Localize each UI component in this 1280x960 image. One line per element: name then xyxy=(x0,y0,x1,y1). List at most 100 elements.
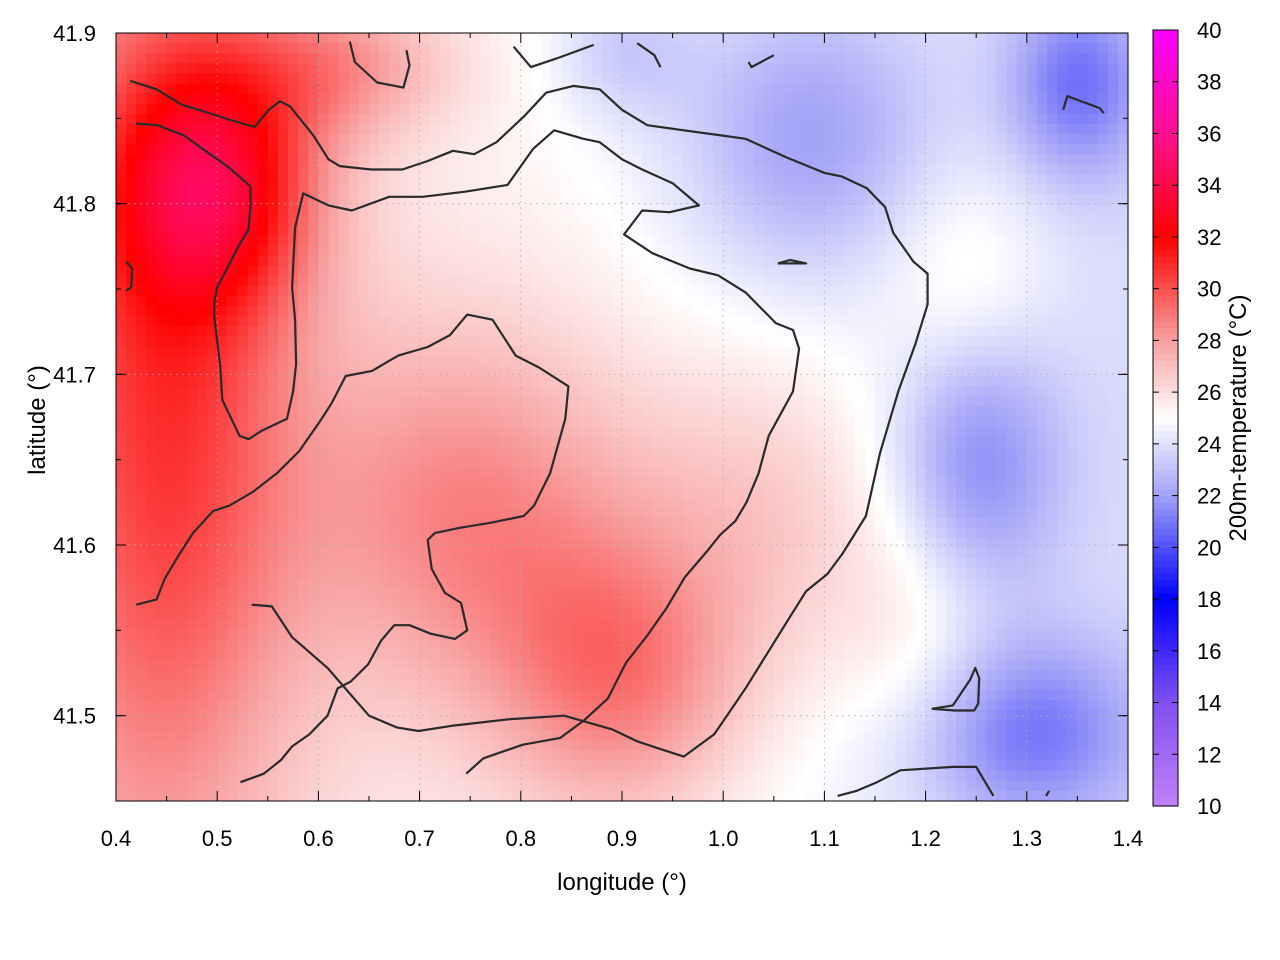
heatmap-cell xyxy=(318,447,330,459)
heatmap-cell xyxy=(409,275,421,287)
heatmap-cell xyxy=(905,326,917,337)
heatmap-cell xyxy=(652,346,664,357)
heatmap-cell xyxy=(905,83,917,95)
heatmap-cell xyxy=(763,235,775,246)
heatmap-cell xyxy=(783,113,795,125)
heatmap-cell xyxy=(308,275,319,287)
heatmap-cell xyxy=(864,53,876,64)
heatmap-cell xyxy=(966,346,977,357)
heatmap-cell xyxy=(966,528,977,539)
heatmap-cell xyxy=(824,447,836,459)
heatmap-cell xyxy=(723,194,734,206)
heatmap-cell xyxy=(288,346,299,357)
heatmap-cell xyxy=(186,406,198,418)
heatmap-cell xyxy=(1077,346,1089,357)
heatmap-cell xyxy=(530,225,542,236)
heatmap-cell xyxy=(1117,295,1128,307)
heatmap-cell xyxy=(470,406,481,418)
heatmap-cell xyxy=(186,467,198,479)
heatmap-cell xyxy=(743,396,755,408)
heatmap-cell xyxy=(642,366,653,378)
heatmap-cell xyxy=(520,53,532,64)
heatmap-cell xyxy=(804,305,815,317)
heatmap-cell xyxy=(955,528,967,539)
heatmap-cell xyxy=(864,366,876,378)
heatmap-cell xyxy=(348,225,360,236)
heatmap-cell xyxy=(955,93,967,105)
heatmap-cell xyxy=(834,396,846,408)
heatmap-cell xyxy=(136,93,147,105)
heatmap-cell xyxy=(702,255,714,267)
heatmap-cell xyxy=(490,194,502,206)
heatmap-cell xyxy=(935,356,947,368)
heatmap-cell xyxy=(966,93,977,105)
heatmap-cell xyxy=(500,437,512,448)
heatmap-cell xyxy=(116,225,127,236)
heatmap-cell xyxy=(834,123,846,135)
heatmap-cell xyxy=(783,83,795,95)
heatmap-cell xyxy=(864,326,876,337)
heatmap-cell xyxy=(116,417,127,428)
heatmap-cell xyxy=(966,497,977,509)
heatmap-cell xyxy=(490,103,502,115)
heatmap-cell xyxy=(490,33,502,44)
heatmap-cell xyxy=(672,214,684,226)
heatmap-cell xyxy=(571,285,583,297)
heatmap-cell xyxy=(702,497,714,509)
heatmap-cell xyxy=(389,144,400,155)
heatmap-cell xyxy=(1016,113,1028,125)
heatmap-cell xyxy=(875,184,886,196)
heatmap-cell xyxy=(854,285,866,297)
heatmap-cell xyxy=(530,417,542,428)
heatmap-cell xyxy=(571,305,583,317)
heatmap-cell xyxy=(369,275,380,287)
heatmap-cell xyxy=(824,477,836,489)
heatmap-cell xyxy=(561,174,572,186)
heatmap-cell xyxy=(753,305,765,317)
heatmap-cell xyxy=(824,144,836,155)
heatmap-cell xyxy=(864,427,876,438)
heatmap-cell xyxy=(622,518,633,529)
heatmap-cell xyxy=(662,376,674,388)
heatmap-cell xyxy=(783,245,795,256)
heatmap-cell xyxy=(500,154,512,165)
heatmap-cell xyxy=(227,53,239,64)
heatmap-cell xyxy=(126,134,137,145)
heatmap-cell xyxy=(713,305,724,317)
heatmap-cell xyxy=(156,477,168,489)
heatmap-cell xyxy=(136,204,147,216)
heatmap-cell xyxy=(429,123,441,135)
heatmap-cell xyxy=(348,103,360,115)
heatmap-cell xyxy=(196,43,208,54)
heatmap-cell xyxy=(642,406,653,418)
heatmap-cell xyxy=(551,33,562,44)
heatmap-cell xyxy=(146,43,158,54)
heatmap-cell xyxy=(520,255,532,267)
heatmap-cell xyxy=(682,396,694,408)
heatmap-cell xyxy=(429,447,441,459)
heatmap-cell xyxy=(611,204,623,216)
heatmap-cell xyxy=(500,103,512,115)
heatmap-cell xyxy=(257,467,269,479)
heatmap-cell xyxy=(875,174,886,186)
heatmap-cell xyxy=(682,144,694,155)
heatmap-cell xyxy=(186,154,198,165)
heatmap-cell xyxy=(662,113,674,125)
heatmap-cell xyxy=(905,204,917,216)
heatmap-cell xyxy=(1036,235,1048,246)
heatmap-cell xyxy=(783,174,795,186)
heatmap-cell xyxy=(561,245,572,256)
heatmap-cell xyxy=(682,528,694,539)
heatmap-cell xyxy=(1097,144,1109,155)
heatmap-cell xyxy=(915,417,927,428)
heatmap-cell xyxy=(611,103,623,115)
heatmap-cell xyxy=(723,225,734,236)
heatmap-cell xyxy=(743,123,755,135)
heatmap-cell xyxy=(1107,144,1119,155)
heatmap-cell xyxy=(237,507,249,519)
heatmap-cell xyxy=(976,315,987,327)
heatmap-cell xyxy=(267,305,279,317)
heatmap-cell xyxy=(1097,73,1109,85)
heatmap-cell xyxy=(1057,235,1068,246)
heatmap-cell xyxy=(915,33,927,44)
